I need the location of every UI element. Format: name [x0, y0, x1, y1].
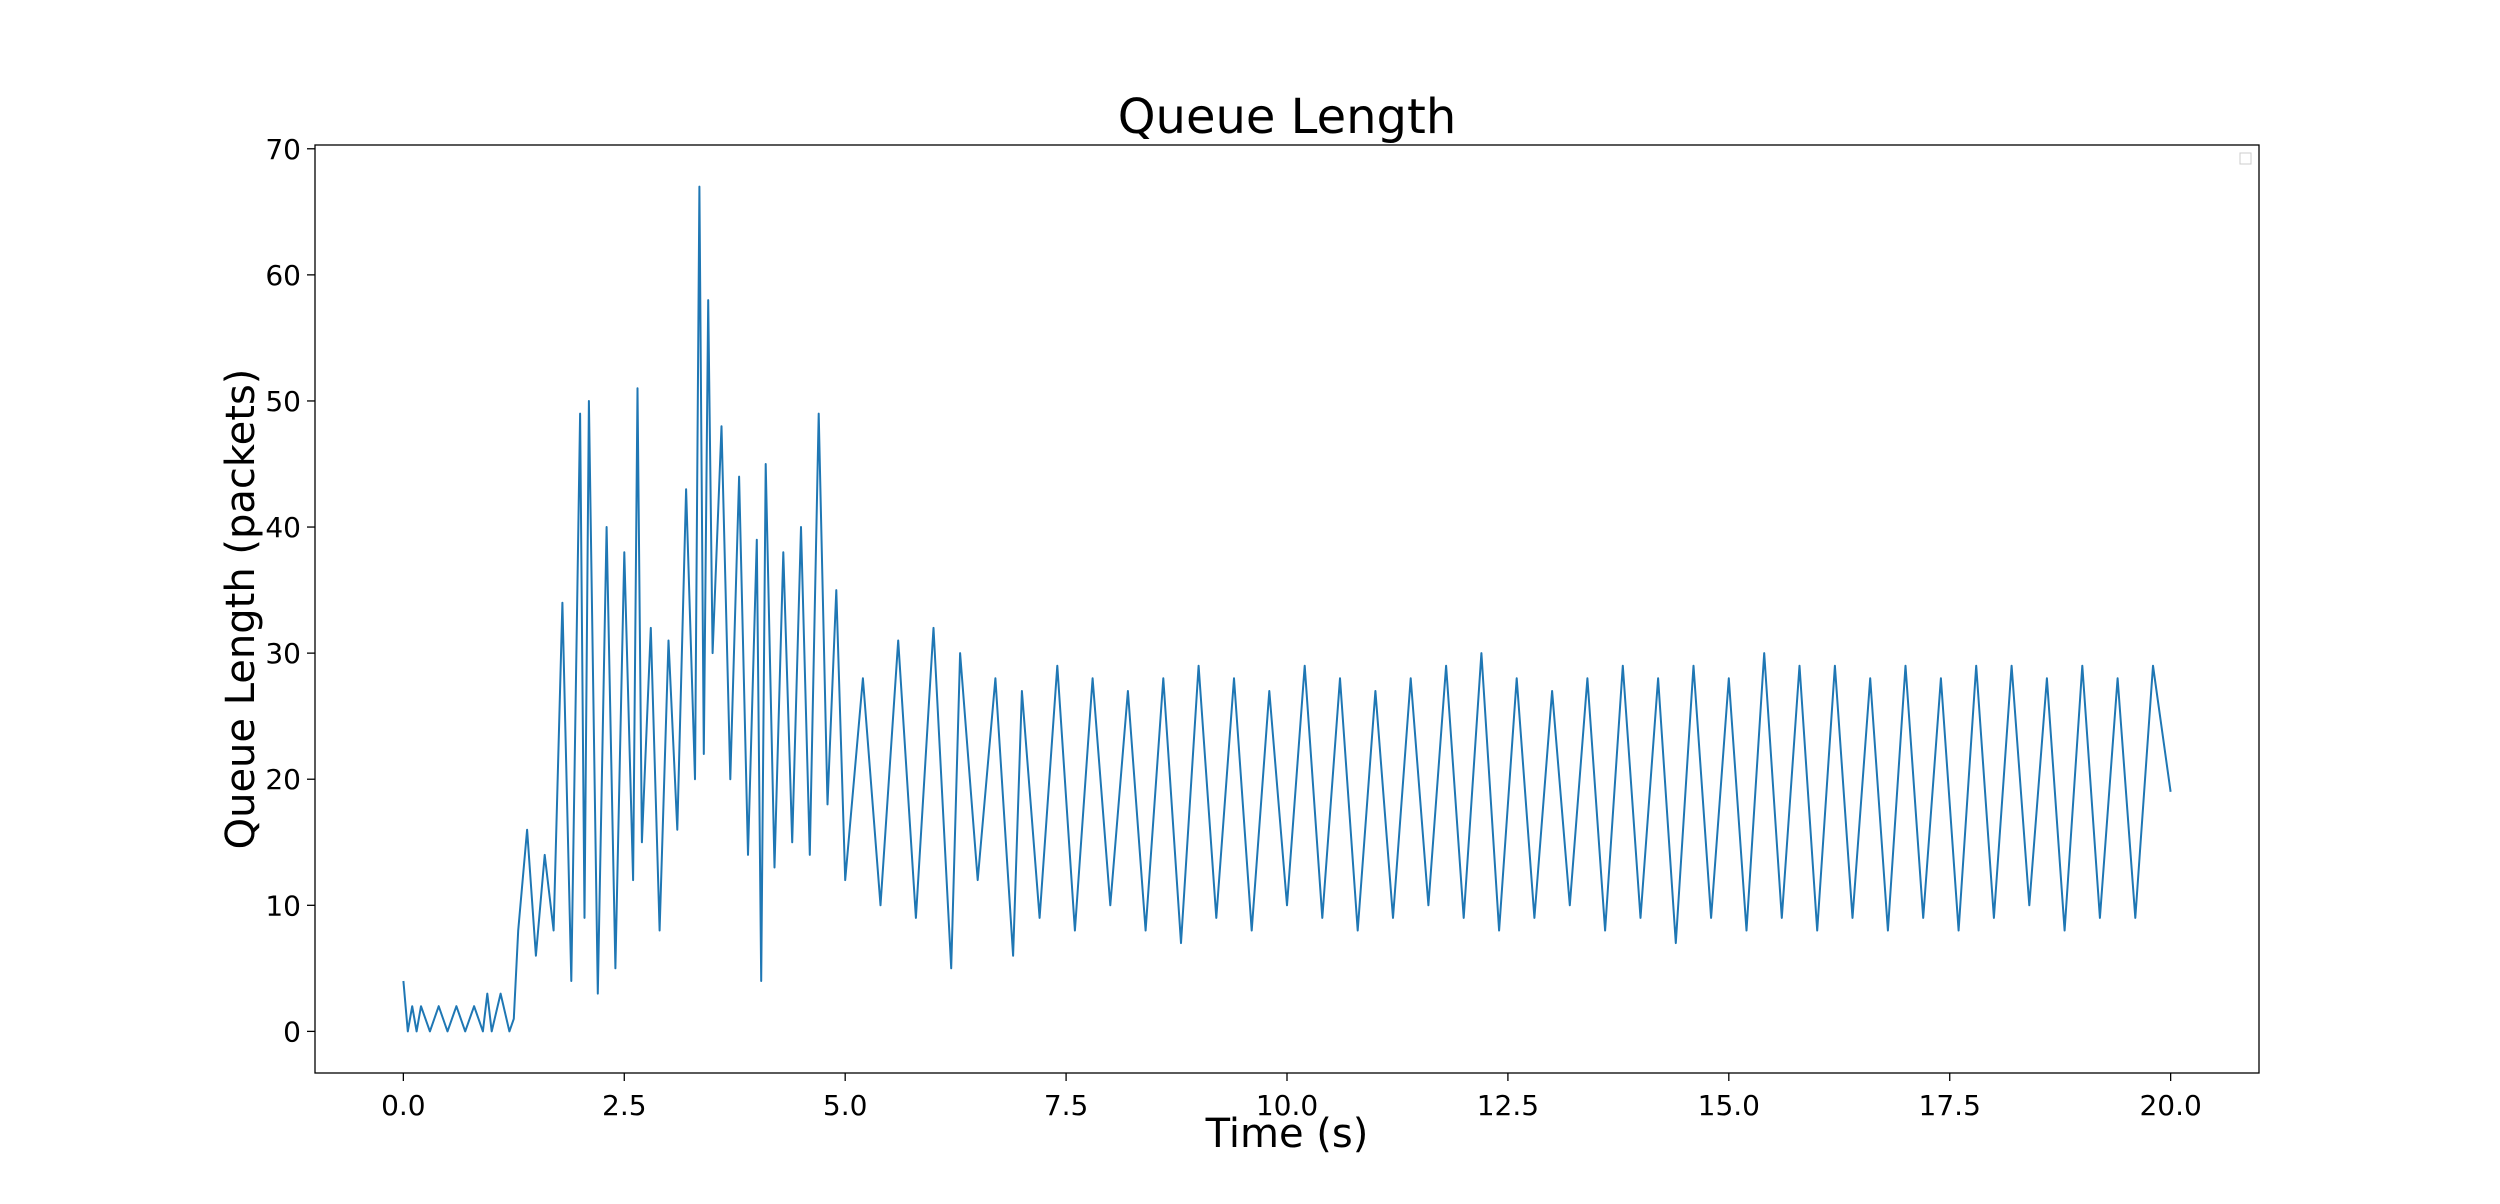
y-tick-label: 0: [283, 1015, 301, 1048]
chart-title: Queue Length: [1118, 89, 1457, 145]
y-tick-label: 20: [265, 763, 301, 796]
x-tick-label: 0.0: [381, 1089, 426, 1122]
y-axis-label: Queue Length (packets): [218, 369, 264, 850]
y-tick-label: 10: [265, 889, 301, 922]
x-tick-label: 7.5: [1044, 1089, 1089, 1122]
y-tick-label: 40: [265, 511, 301, 544]
x-tick-label: 17.5: [1919, 1089, 1981, 1122]
legend-box: [2239, 152, 2252, 165]
x-tick-label: 10.0: [1256, 1089, 1318, 1122]
x-tick-label: 12.5: [1477, 1089, 1539, 1122]
x-axis: 0.0 2.5 5.0 7.5 10.0 12.5 15.0 17.5 20.0: [381, 1073, 2202, 1122]
y-axis: 0 10 20 30 40 50 60 70: [265, 133, 315, 1048]
x-axis-label: Time (s): [1205, 1111, 1369, 1157]
x-tick-label: 2.5: [602, 1089, 647, 1122]
x-tick-label: 20.0: [2139, 1089, 2201, 1122]
y-tick-label: 30: [265, 637, 301, 670]
x-tick-label: 15.0: [1698, 1089, 1760, 1122]
y-tick-label: 70: [265, 133, 301, 166]
y-tick-label: 50: [265, 385, 301, 418]
x-tick-label: 5.0: [823, 1089, 868, 1122]
series-layer: [402, 185, 2172, 1033]
series-line: [402, 185, 2172, 1033]
y-tick-label: 60: [265, 259, 301, 292]
